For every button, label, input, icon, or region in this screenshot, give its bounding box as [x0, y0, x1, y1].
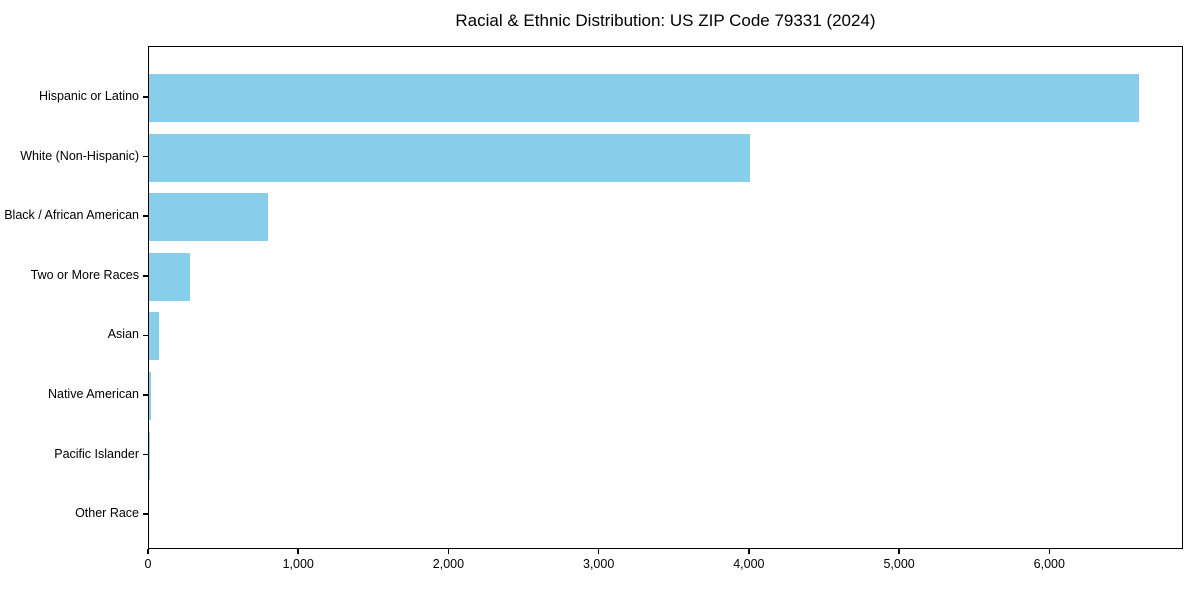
x-tick-label: 2,000 [432, 557, 465, 571]
y-tick-mark [143, 96, 148, 98]
x-tick-label: 3,000 [583, 557, 615, 571]
x-tick-mark [297, 549, 299, 554]
y-tick-label: Two or More Races [30, 267, 139, 282]
bar [149, 312, 159, 361]
y-tick-label: Black / African American [4, 208, 139, 223]
plot-area [148, 46, 1183, 549]
y-tick-mark [143, 334, 148, 337]
y-tick-mark [143, 453, 148, 456]
y-tick-mark [143, 155, 148, 158]
x-tick-mark [447, 549, 450, 554]
x-tick-mark [1048, 549, 1051, 554]
x-tick-label: 1,000 [282, 557, 314, 571]
x-tick-mark [147, 549, 149, 554]
bar [149, 372, 151, 420]
x-tick-mark [597, 549, 600, 554]
y-tick-label: Hispanic or Latino [38, 89, 139, 103]
bar [149, 193, 268, 242]
y-tick-label: White (Non-Hispanic) [20, 148, 139, 163]
y-tick-mark [143, 275, 148, 277]
x-tick-mark [898, 549, 900, 554]
y-tick-mark [143, 513, 148, 515]
y-tick-label: Other Race [75, 506, 139, 521]
y-tick-label: Asian [107, 327, 139, 342]
bar [149, 252, 190, 301]
x-tick-label: 4,000 [733, 557, 765, 571]
y-tick-label: Pacific Islander [54, 446, 139, 461]
y-tick-label: Native American [47, 387, 139, 401]
bar [149, 74, 1139, 122]
chart-title: Racial & Ethnic Distribution: US ZIP Cod… [455, 11, 876, 30]
y-tick-mark [143, 394, 148, 396]
x-tick-label: 5,000 [883, 557, 915, 571]
x-tick-label: 0 [144, 557, 152, 571]
bar [149, 133, 750, 182]
x-tick-mark [748, 549, 750, 554]
y-tick-mark [143, 215, 148, 217]
x-tick-label: 6,000 [1033, 557, 1065, 571]
